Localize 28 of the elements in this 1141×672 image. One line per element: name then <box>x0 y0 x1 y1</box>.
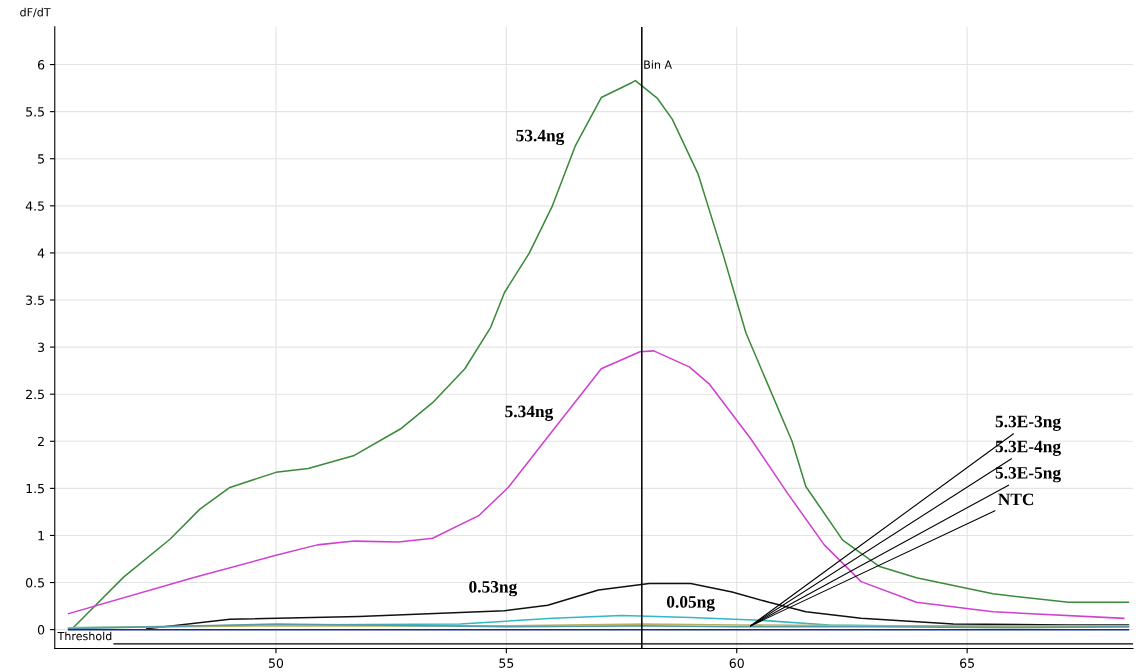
y-tick-label: 4 <box>37 248 45 258</box>
annotation: 5.3E-5ng <box>995 467 1061 483</box>
y-tick-label: 3.5 <box>26 295 44 305</box>
y-tick-label: 0 <box>37 625 45 635</box>
ref-line-label: Threshold <box>57 631 112 641</box>
y-tick-label: 6 <box>37 60 45 70</box>
x-tick-label: 65 <box>960 658 974 668</box>
y-tick-label: 2.5 <box>26 389 44 400</box>
annotation: 0.53ng <box>469 580 518 597</box>
y-tick-label: 4.5 <box>25 201 44 211</box>
annotation: 5.3E-3ng <box>995 415 1061 431</box>
annotation: NTC <box>998 493 1034 506</box>
y-tick-label: 5.5 <box>26 107 44 117</box>
annotation: 53.4ng <box>516 129 565 146</box>
ref-line-label: Bin A <box>644 60 672 69</box>
y-tick-label: 1.5 <box>26 484 44 494</box>
y-tick-label: 5 <box>38 154 44 164</box>
x-tick-label: 60 <box>729 658 744 668</box>
y-tick-label: 1 <box>38 531 44 541</box>
y-tick-label: 3 <box>38 342 45 353</box>
x-tick-label: 55 <box>499 658 514 668</box>
annotation: 0.05ng <box>666 596 715 612</box>
y-tick-label: 0.5 <box>25 578 44 588</box>
x-tick-label: 50 <box>268 658 284 668</box>
annotation: 5.34ng <box>505 405 554 421</box>
y-axis-title: dF/dT <box>20 7 51 18</box>
annotation: 5.3E-4ng <box>995 440 1061 456</box>
y-tick-label: 2 <box>38 436 44 447</box>
